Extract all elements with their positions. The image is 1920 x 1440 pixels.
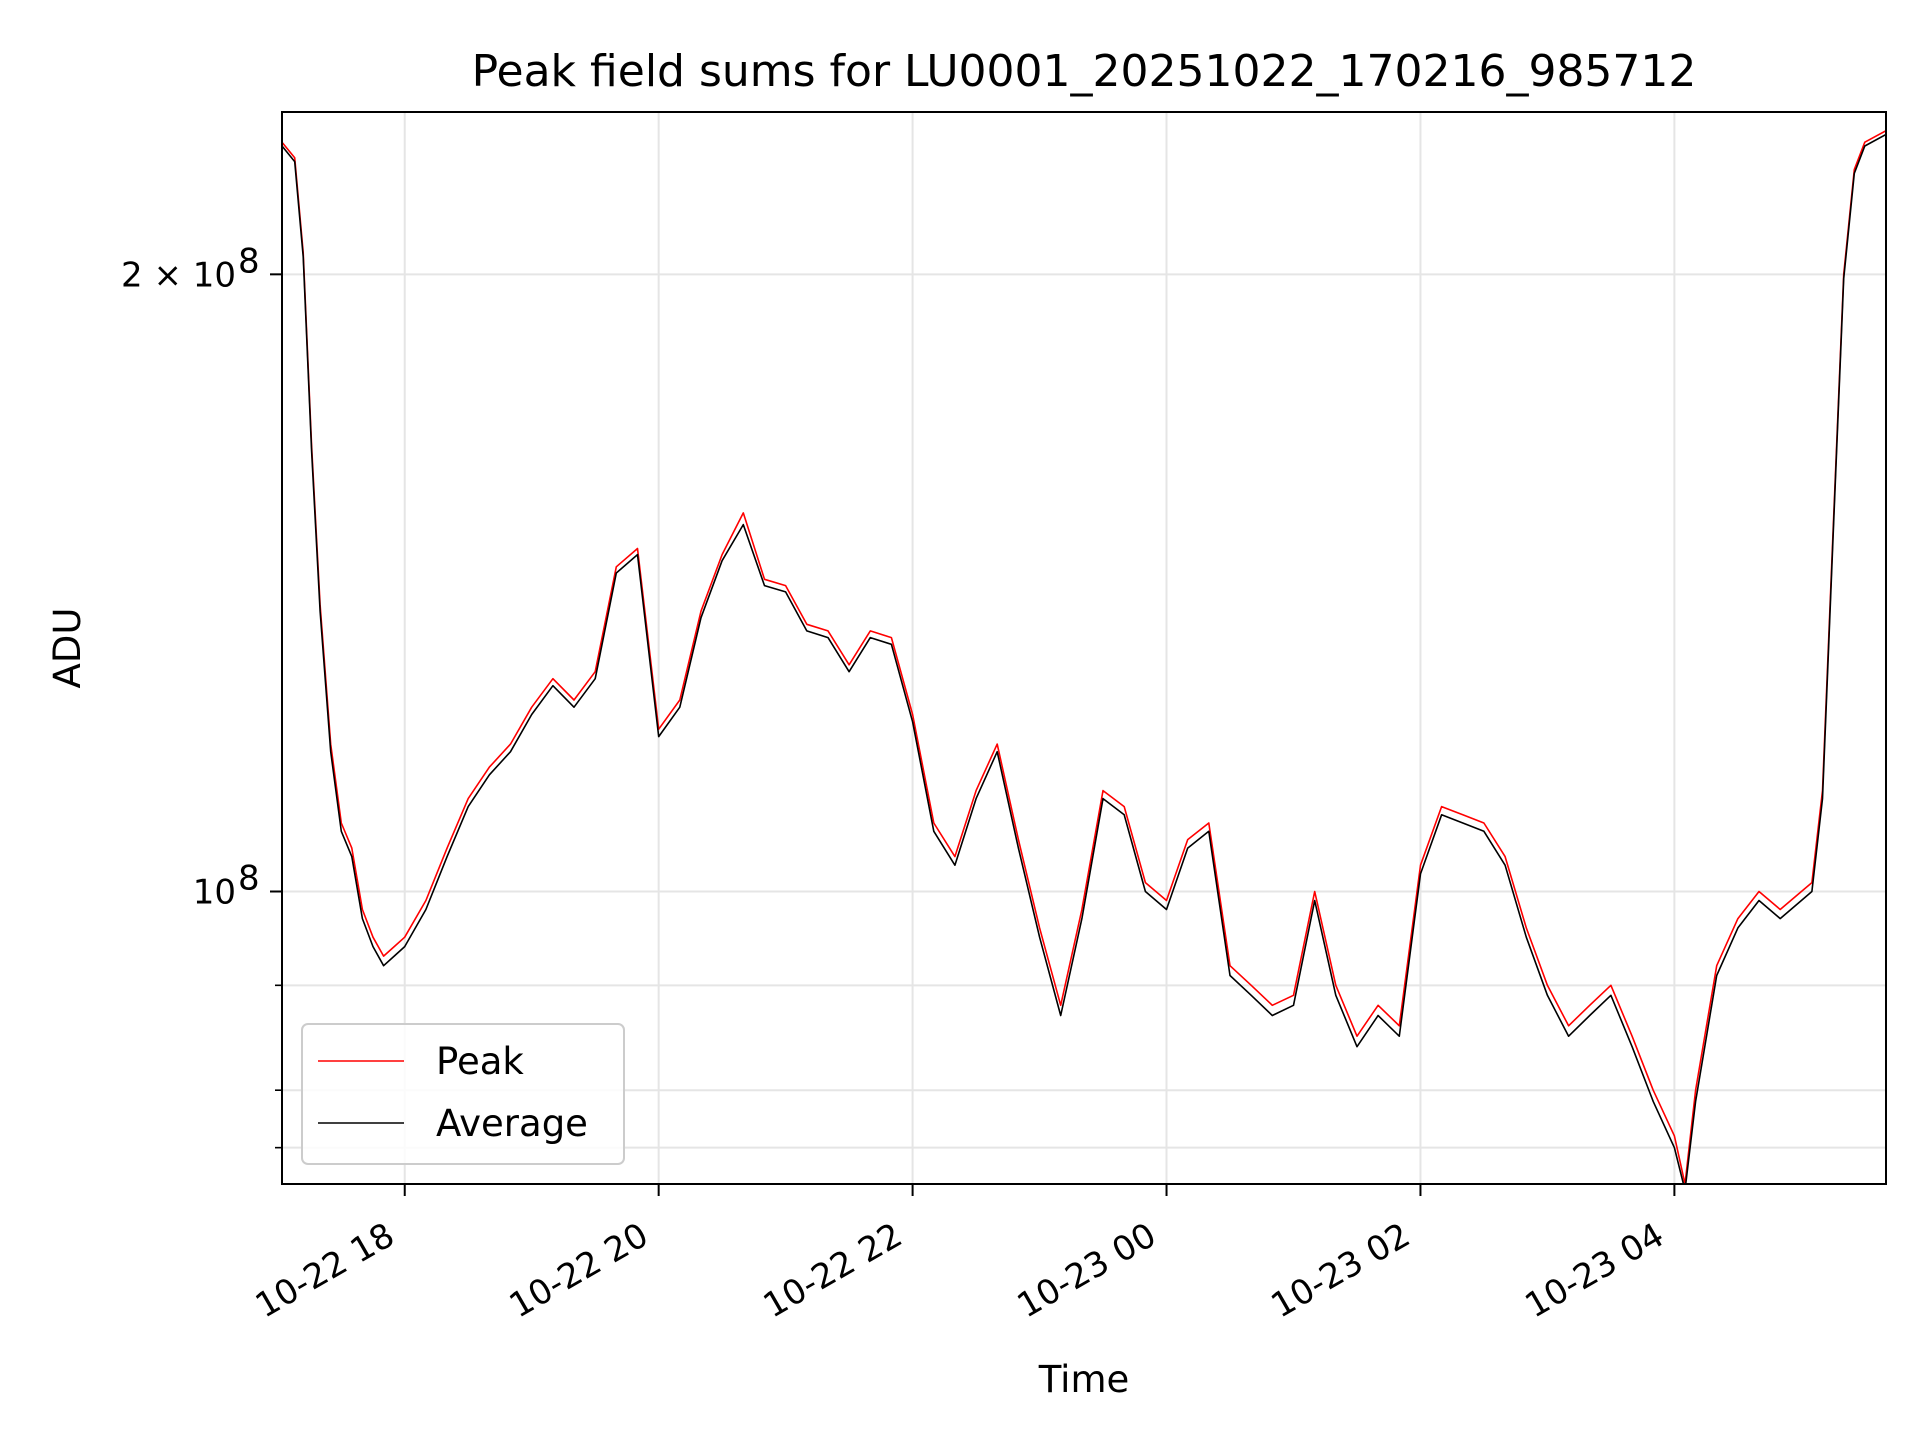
x-axis-label: Time	[1038, 1358, 1130, 1401]
y-tick-label-exponent: 8	[238, 859, 260, 899]
y-tick-label-base: 10	[193, 873, 236, 913]
chart-title: Peak field sums for LU0001_20251022_1702…	[472, 46, 1697, 97]
y-tick-label-exponent: 8	[238, 241, 260, 281]
series-line-peak	[282, 129, 1886, 1184]
grid-layer	[282, 112, 1886, 1184]
series-layer	[282, 129, 1886, 1184]
legend: Peak Average	[301, 1023, 625, 1165]
y-axis-label: ADU	[46, 608, 89, 689]
y-tick-label: 10	[193, 873, 236, 913]
y-tick-label: 2 × 10	[121, 255, 236, 295]
legend-label-peak: Peak	[436, 1040, 524, 1083]
plot-frame	[281, 111, 1887, 1185]
series-line-average	[282, 133, 1886, 1184]
y-tick-label-base: 2 × 10	[121, 255, 236, 295]
legend-box	[301, 1023, 625, 1165]
legend-label-average: Average	[436, 1102, 588, 1145]
y-axis-ticks: 10 82 × 10 8	[121, 241, 282, 1149]
